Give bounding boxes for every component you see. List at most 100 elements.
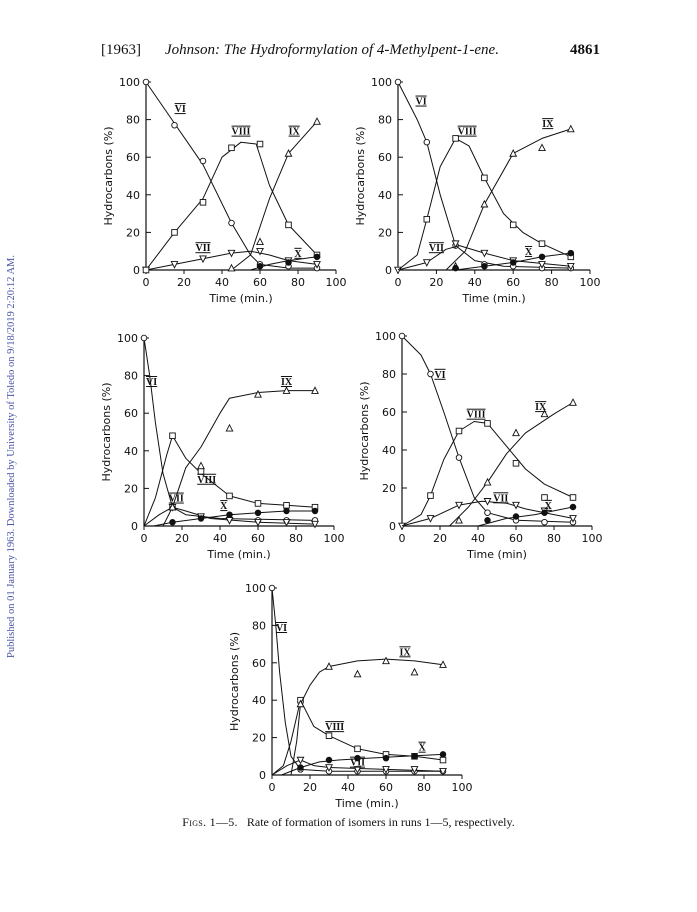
data-point (569, 494, 577, 501)
data-point (256, 262, 264, 270)
data-point (313, 261, 321, 269)
data-point (140, 334, 148, 342)
y-tick-label: 100 (375, 330, 396, 343)
series-label: VIII (325, 722, 344, 733)
data-point (353, 669, 362, 678)
series-label: VI (146, 377, 157, 388)
series-label: IX (399, 647, 411, 658)
y-tick-label: 0 (259, 769, 266, 782)
y-tick-label: 20 (252, 732, 266, 745)
data-point (142, 78, 150, 86)
x-tick-label: 40 (468, 276, 482, 289)
series-X: X (153, 501, 319, 527)
data-point (226, 511, 233, 518)
x-tick-label: 80 (417, 781, 431, 794)
data-point (296, 699, 305, 708)
y-tick-label: 40 (378, 189, 392, 202)
series-VIII: VIII (142, 127, 321, 274)
y-axis-label: Hydrocarbons (%) (228, 632, 241, 731)
data-point (439, 756, 447, 764)
data-point (354, 754, 361, 762)
series-VI: VI (142, 78, 321, 272)
chart-panel-3: 0 20 40 60 80 100 0 20 40 60 80 100 Time (min.) Hydro… (100, 332, 345, 561)
data-point (197, 468, 205, 475)
data-point (422, 259, 431, 267)
caption-text: Rate of formation of isomers in runs 1—5… (246, 815, 515, 829)
chart-panel-5: 0 20 40 60 80 100 0 20 40 60 80 100 Time (min.) Hydro… (228, 582, 473, 810)
data-point (398, 332, 406, 340)
data-point (227, 263, 236, 272)
y-tick-label: 60 (382, 406, 396, 419)
x-tick-label: 20 (433, 532, 447, 545)
series-label: VII (195, 243, 210, 254)
series-label: IX (542, 119, 554, 130)
data-point (325, 662, 333, 670)
data-point (297, 764, 304, 771)
series-label: VII (169, 494, 184, 505)
x-tick-label: 40 (213, 532, 227, 545)
data-point (483, 498, 492, 506)
data-point (484, 420, 491, 427)
data-point (512, 460, 520, 467)
data-point (509, 259, 517, 266)
data-point (439, 751, 447, 758)
series-label: VIII (232, 127, 251, 138)
series-label: IX (289, 127, 301, 138)
data-point (282, 386, 291, 394)
x-tick-label: 60 (251, 532, 265, 545)
data-point (538, 240, 546, 247)
chart-panel-2: 0 20 40 60 80 100 0 20 40 60 80 100 Time (min.) Hydro… (354, 76, 601, 305)
y-axis-label: Hydrocarbons (%) (102, 126, 115, 225)
header-year: [1963] (101, 42, 141, 58)
data-point (512, 513, 520, 520)
x-tick-label: 20 (429, 276, 443, 289)
data-point (538, 253, 546, 261)
x-tick-label: 40 (341, 781, 355, 794)
series-line (477, 506, 574, 527)
data-point (452, 264, 459, 272)
data-point (313, 117, 321, 125)
x-tick-label: 40 (215, 276, 229, 289)
series-IX: IX (227, 117, 321, 272)
data-point (382, 656, 390, 665)
y-tick-label: 60 (126, 151, 140, 164)
data-point (325, 732, 333, 739)
header-title: Johnson: The Hydroformylation of 4-Methy… (165, 42, 499, 58)
data-point (480, 249, 489, 258)
series-VI: VI (398, 332, 577, 526)
x-tick-label: 0 (143, 276, 150, 289)
series-line (145, 250, 318, 271)
chart-panel-1: 0 20 40 60 80 100 0 20 40 60 80 100 Time (min.) Hydro… (102, 76, 347, 305)
chart-panel-4: 0 20 40 60 80 100 0 20 40 60 80 100 Time (min) Hydroc… (358, 330, 603, 561)
data-point (541, 518, 548, 526)
data-point (353, 766, 362, 774)
series-line (401, 421, 574, 527)
data-point (484, 509, 491, 516)
x-axis-label: Time (min.) (206, 548, 270, 561)
series-line (397, 81, 571, 269)
data-point (311, 507, 319, 515)
y-tick-label: 0 (133, 264, 140, 277)
data-point (313, 253, 321, 261)
data-point (170, 261, 179, 269)
data-point (282, 518, 291, 527)
series-label: VIII (197, 475, 216, 486)
data-point (256, 237, 264, 246)
x-tick-label: 80 (289, 532, 303, 545)
series-line (231, 121, 318, 271)
data-point (410, 667, 419, 676)
data-point (455, 454, 463, 461)
y-tick-label: 100 (117, 332, 138, 345)
x-tick-label: 60 (379, 781, 393, 794)
series-label: VI (276, 623, 287, 634)
x-tick-label: 20 (175, 532, 189, 545)
data-point (455, 501, 463, 510)
y-tick-label: 20 (382, 482, 396, 495)
series-VIII: VIII (397, 127, 575, 271)
data-point (228, 219, 235, 227)
series-X: X (477, 501, 577, 527)
data-point (483, 477, 492, 486)
series-IX: IX (449, 398, 577, 527)
x-tick-label: 0 (399, 532, 406, 545)
